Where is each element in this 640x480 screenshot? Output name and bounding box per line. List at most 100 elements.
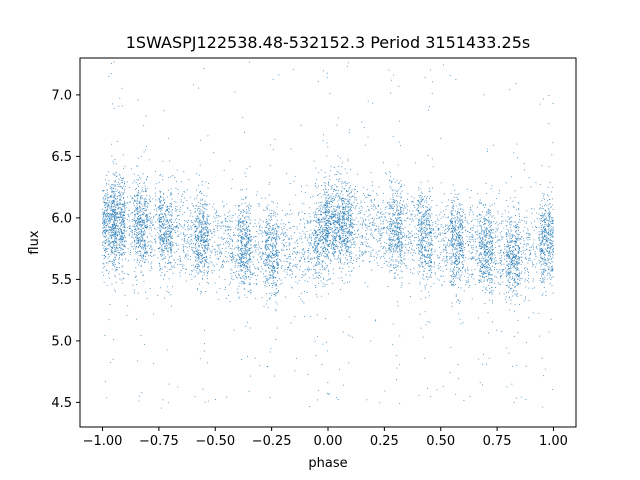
data-point — [160, 237, 162, 239]
data-point — [129, 253, 131, 255]
data-point — [359, 211, 361, 213]
data-point — [528, 316, 530, 318]
data-point — [233, 257, 235, 258]
data-point — [398, 85, 400, 87]
data-point — [269, 209, 271, 211]
data-point — [316, 235, 318, 237]
data-point — [479, 213, 481, 215]
data-point — [438, 233, 439, 235]
data-point — [486, 235, 488, 236]
data-point — [444, 230, 446, 232]
data-point — [121, 178, 123, 179]
data-point — [323, 218, 325, 220]
data-point — [323, 212, 325, 214]
data-point — [113, 243, 115, 245]
data-point — [317, 80, 319, 82]
data-point — [345, 243, 347, 244]
data-point — [113, 226, 114, 227]
data-point — [162, 217, 164, 219]
data-point — [338, 206, 340, 208]
data-point — [325, 240, 327, 242]
data-point — [136, 179, 138, 181]
data-point — [155, 242, 157, 244]
data-point — [321, 364, 323, 366]
data-point — [501, 269, 503, 271]
data-point — [145, 199, 147, 201]
data-point — [518, 259, 520, 261]
data-point — [434, 272, 436, 274]
data-point — [108, 231, 110, 233]
data-point — [202, 254, 204, 255]
data-point — [277, 267, 279, 269]
data-point — [540, 207, 542, 209]
data-point — [464, 220, 466, 222]
data-point — [403, 205, 405, 207]
data-point — [482, 218, 484, 220]
data-point — [149, 218, 151, 220]
data-point — [549, 283, 551, 285]
data-point — [401, 242, 403, 244]
data-point — [273, 228, 275, 230]
data-point — [488, 254, 490, 256]
data-point — [338, 165, 340, 167]
data-point — [393, 201, 395, 203]
data-point — [112, 173, 114, 175]
data-point — [205, 224, 207, 225]
data-point — [455, 393, 457, 395]
data-point — [542, 277, 544, 279]
data-point — [288, 256, 290, 258]
data-point — [465, 229, 467, 231]
data-point — [113, 264, 115, 266]
data-point — [485, 260, 487, 262]
data-point — [517, 248, 519, 250]
data-point — [312, 247, 314, 249]
data-point — [448, 229, 450, 230]
data-point — [424, 256, 426, 258]
data-point — [488, 230, 490, 232]
data-point — [414, 237, 415, 239]
data-point — [510, 240, 512, 242]
data-point — [534, 258, 536, 260]
data-point — [443, 250, 444, 252]
data-point — [458, 204, 460, 206]
data-point — [325, 182, 326, 184]
data-point — [426, 196, 428, 198]
data-point — [325, 234, 327, 236]
data-point — [187, 250, 189, 252]
data-point — [342, 206, 344, 208]
data-point — [304, 223, 305, 225]
data-point — [518, 230, 519, 231]
data-point — [160, 254, 162, 255]
data-point — [205, 181, 207, 183]
data-point — [458, 277, 460, 279]
data-point — [207, 244, 209, 246]
data-point — [280, 261, 282, 262]
data-point — [485, 218, 486, 220]
data-point — [327, 195, 329, 197]
data-point — [336, 214, 338, 216]
data-point — [380, 228, 382, 230]
data-point — [346, 282, 348, 284]
data-point — [198, 202, 200, 204]
data-point — [441, 284, 443, 286]
data-point — [326, 197, 328, 199]
data-point — [145, 251, 147, 253]
data-point — [393, 229, 395, 231]
data-point — [245, 223, 247, 225]
data-point — [450, 193, 452, 195]
data-point — [146, 176, 148, 178]
data-point — [400, 208, 402, 210]
data-point — [108, 205, 110, 207]
data-point — [241, 252, 243, 254]
data-point — [103, 214, 105, 216]
data-point — [307, 256, 309, 258]
data-point — [102, 222, 104, 224]
data-point — [258, 233, 260, 235]
data-point — [317, 234, 318, 236]
data-point — [477, 264, 479, 266]
data-point — [328, 218, 330, 220]
data-point — [393, 236, 394, 238]
data-point — [448, 226, 450, 228]
data-point — [324, 237, 326, 239]
data-point — [271, 270, 273, 272]
